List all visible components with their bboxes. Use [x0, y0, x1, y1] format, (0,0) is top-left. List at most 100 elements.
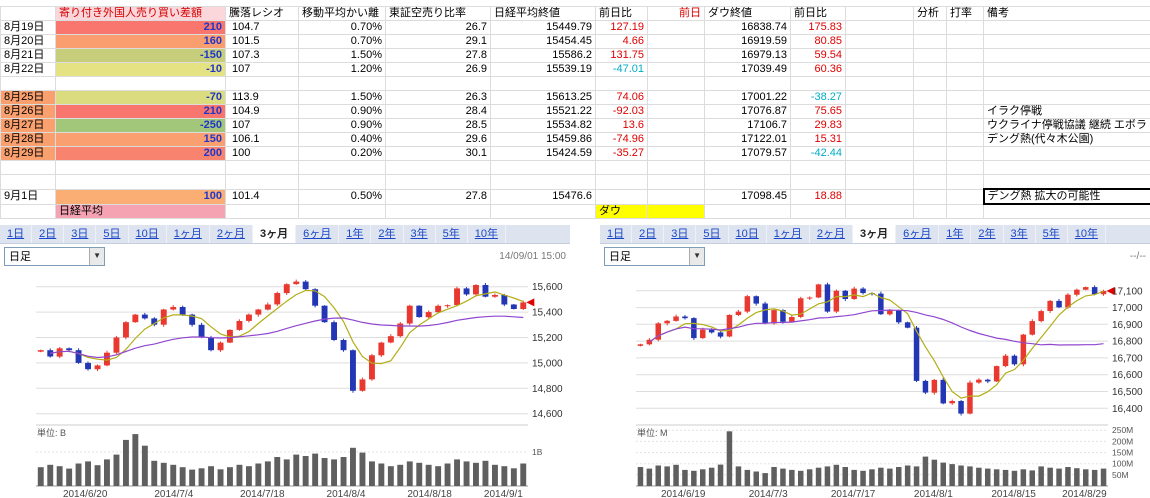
date-cell: 9月1日: [0, 188, 56, 205]
prev-day-header: 前日: [647, 6, 705, 21]
tab-6ヶ月[interactable]: 6ヶ月: [896, 225, 940, 243]
dow-cell: [704, 160, 791, 175]
kairi-cell: 0.70%: [298, 20, 386, 35]
tab-5年[interactable]: 5年: [436, 225, 468, 243]
empty-cell: [845, 90, 914, 105]
d_chg-cell: 18.88: [790, 188, 846, 205]
svg-text:2014/7/4: 2014/7/4: [154, 489, 193, 498]
d_chg-cell: 175.83: [790, 20, 846, 35]
diff-cell: -10: [55, 62, 226, 77]
empty-cell: [845, 118, 914, 133]
diff-cell: [55, 160, 226, 175]
tab-10日[interactable]: 10日: [129, 225, 167, 243]
n_chg-cell: 13.6: [595, 118, 648, 133]
d_chg-cell: -42.44: [790, 146, 846, 161]
dow-chart-header: 日足 ▼ --/--: [600, 244, 1150, 268]
karauri-cell: [385, 76, 491, 91]
tab-1日[interactable]: 1日: [600, 225, 633, 243]
tab-1年[interactable]: 1年: [339, 225, 372, 243]
empty-cell: [913, 132, 947, 147]
empty-cell: [946, 104, 984, 119]
analysis-header: 分析: [913, 6, 947, 21]
tab-2ヶ月[interactable]: 2ヶ月: [810, 225, 853, 243]
n_chg-cell: [595, 174, 648, 190]
nikkei-chart-header: 日足 ▼ 14/09/01 15:00: [0, 244, 570, 268]
tab-10日[interactable]: 10日: [729, 225, 767, 243]
dow-chart-type-select[interactable]: 日足 ▼: [604, 246, 705, 266]
tab-1日[interactable]: 1日: [0, 225, 33, 243]
tab-10年[interactable]: 10年: [468, 225, 506, 243]
nikkei-chart-type-select[interactable]: 日足 ▼: [4, 246, 105, 266]
dow-change-header: 前日比: [790, 6, 846, 21]
ratio-cell: [225, 160, 299, 175]
chevron-down-icon: ▼: [89, 247, 104, 265]
empty-cell: [845, 146, 914, 161]
tab-3年[interactable]: 3年: [404, 225, 436, 243]
ratio-cell: 106.1: [225, 132, 299, 147]
empty-cell: [913, 62, 947, 77]
empty-cell: [647, 76, 705, 91]
n_chg-cell: [595, 76, 648, 91]
tab-3ヶ月[interactable]: 3ヶ月: [853, 225, 897, 243]
tab-2ヶ月[interactable]: 2ヶ月: [210, 225, 253, 243]
svg-text:100M: 100M: [1112, 459, 1133, 469]
table-row: 8月29日 200 100 0.20% 30.1 15424.59 -35.27 17079.…: [0, 146, 1150, 161]
spreadsheet: 寄り付き外国人売り買い差額 騰落レシオ 移動平均かい離 東証空売り比率 日経平均…: [0, 0, 1150, 219]
tab-2年[interactable]: 2年: [971, 225, 1004, 243]
nikkei-cell: [490, 160, 596, 175]
tab-3ヶ月[interactable]: 3ヶ月: [253, 225, 297, 243]
svg-text:17,000: 17,000: [1112, 303, 1143, 314]
kairi-cell: 0.40%: [298, 132, 386, 147]
karauri-cell: 26.7: [385, 20, 491, 35]
tab-2日[interactable]: 2日: [632, 225, 665, 243]
karauri-cell: 27.8: [385, 188, 491, 205]
date-cell: 8月28日: [0, 132, 56, 147]
tab-5日[interactable]: 5日: [96, 225, 129, 243]
table-row: 8月28日 150 106.1 0.40% 29.6 15459.86 -74.96 1712…: [0, 132, 1150, 147]
ratio-cell: 100: [225, 146, 299, 161]
remark-cell: デング熱 拡大の可能性: [982, 188, 1150, 205]
tab-1ヶ月[interactable]: 1ヶ月: [767, 225, 810, 243]
svg-text:50M: 50M: [1112, 470, 1129, 480]
dow-cell: 17098.45: [704, 188, 791, 205]
n_chg-cell: 131.75: [595, 48, 648, 63]
empty-cell: [946, 20, 984, 35]
nikkei-close-header: 日経平均終値: [490, 6, 596, 21]
tab-2年[interactable]: 2年: [371, 225, 404, 243]
tab-5日[interactable]: 5日: [696, 225, 729, 243]
tab-3日[interactable]: 3日: [64, 225, 97, 243]
empty-cell: [647, 146, 705, 161]
empty-cell: [845, 76, 914, 91]
svg-text:14,800: 14,800: [532, 384, 563, 395]
tab-10年[interactable]: 10年: [1068, 225, 1106, 243]
empty-cell: [913, 160, 947, 175]
tab-3年[interactable]: 3年: [1004, 225, 1036, 243]
tab-2日[interactable]: 2日: [32, 225, 65, 243]
date-cell: 8月29日: [0, 146, 56, 161]
empty-cell: [647, 104, 705, 119]
diff-cell: -250: [55, 118, 226, 133]
tab-1年[interactable]: 1年: [939, 225, 972, 243]
empty-cell: [845, 62, 914, 77]
kairi-cell: [298, 160, 386, 175]
svg-text:15,000: 15,000: [532, 358, 563, 369]
tab-1ヶ月[interactable]: 1ヶ月: [167, 225, 210, 243]
tab-6ヶ月[interactable]: 6ヶ月: [296, 225, 340, 243]
date-cell: 8月22日: [0, 62, 56, 77]
diff-cell: 160: [55, 34, 226, 49]
d_chg-cell: 29.83: [790, 118, 846, 133]
nikkei-cell: 15449.79: [490, 20, 596, 35]
dow-cell: 17076.87: [704, 104, 791, 119]
nikkei-cell: 15476.6: [490, 188, 596, 205]
tab-3日[interactable]: 3日: [664, 225, 697, 243]
empty-cell: [647, 188, 705, 205]
table-row: 8月25日 -70 113.9 1.50% 26.3 15613.25 74.06 17001…: [0, 90, 1150, 105]
empty-cell: [845, 160, 914, 175]
nikkei-cell: 15534.82: [490, 118, 596, 133]
table-header-row: 寄り付き外国人売り買い差額 騰落レシオ 移動平均かい離 東証空売り比率 日経平均…: [0, 6, 1150, 21]
nikkei-cell: [490, 76, 596, 91]
ratio-cell: [225, 76, 299, 91]
tab-5年[interactable]: 5年: [1036, 225, 1068, 243]
svg-text:2014/7/18: 2014/7/18: [240, 489, 285, 498]
kairi-cell: 0.90%: [298, 118, 386, 133]
